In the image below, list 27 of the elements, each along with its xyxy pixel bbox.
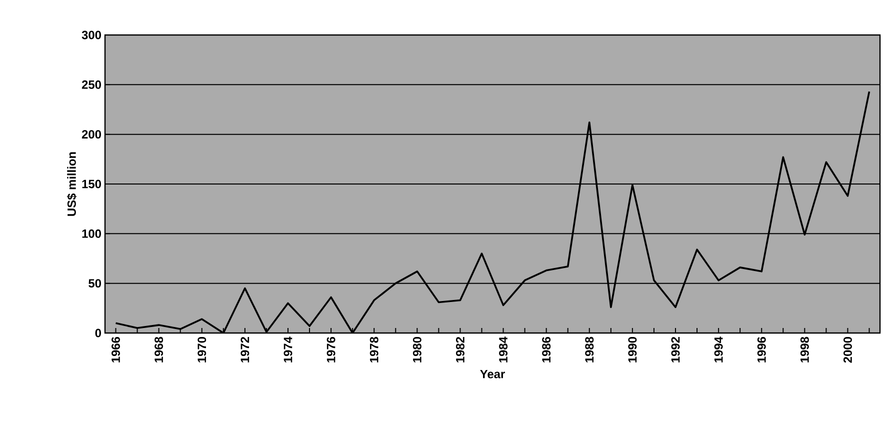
x-tick-label: 1974	[284, 336, 292, 362]
x-tick-label: 1972	[240, 337, 250, 362]
x-tick-label: 1968	[154, 336, 164, 362]
y-tick-label: 200	[82, 130, 101, 139]
x-tick-label: 1990	[628, 337, 637, 362]
y-tick-label: 0	[95, 328, 101, 338]
x-tick-label: 1980	[412, 337, 422, 362]
x-tick-label: 1992	[671, 337, 680, 362]
x-tick-label: 2000	[843, 337, 852, 363]
x-tick-label: 1970	[198, 337, 206, 362]
y-tick-label: 250	[82, 80, 101, 89]
x-tick-label: 1982	[456, 337, 464, 362]
x-tick-label: 1966	[112, 336, 120, 362]
y-tick-label: 50	[88, 279, 101, 288]
x-axis-title: Year	[480, 370, 505, 378]
y-tick-label: 300	[82, 30, 101, 40]
x-tick-label: 1994	[714, 336, 723, 362]
x-tick-label: 1976	[326, 336, 336, 362]
x-tick-label: 1996	[757, 336, 766, 362]
x-tick-label: 1998	[800, 336, 809, 362]
x-tick-label: 1978	[370, 336, 378, 362]
y-tick-label: 100	[82, 229, 101, 238]
y-tick-label: 150	[82, 180, 101, 188]
y-axis-title: US$ million	[66, 152, 77, 216]
x-tick-label: 1984	[499, 336, 508, 362]
x-tick-label: 1988	[585, 336, 594, 362]
x-tick-label: 1986	[542, 336, 551, 362]
